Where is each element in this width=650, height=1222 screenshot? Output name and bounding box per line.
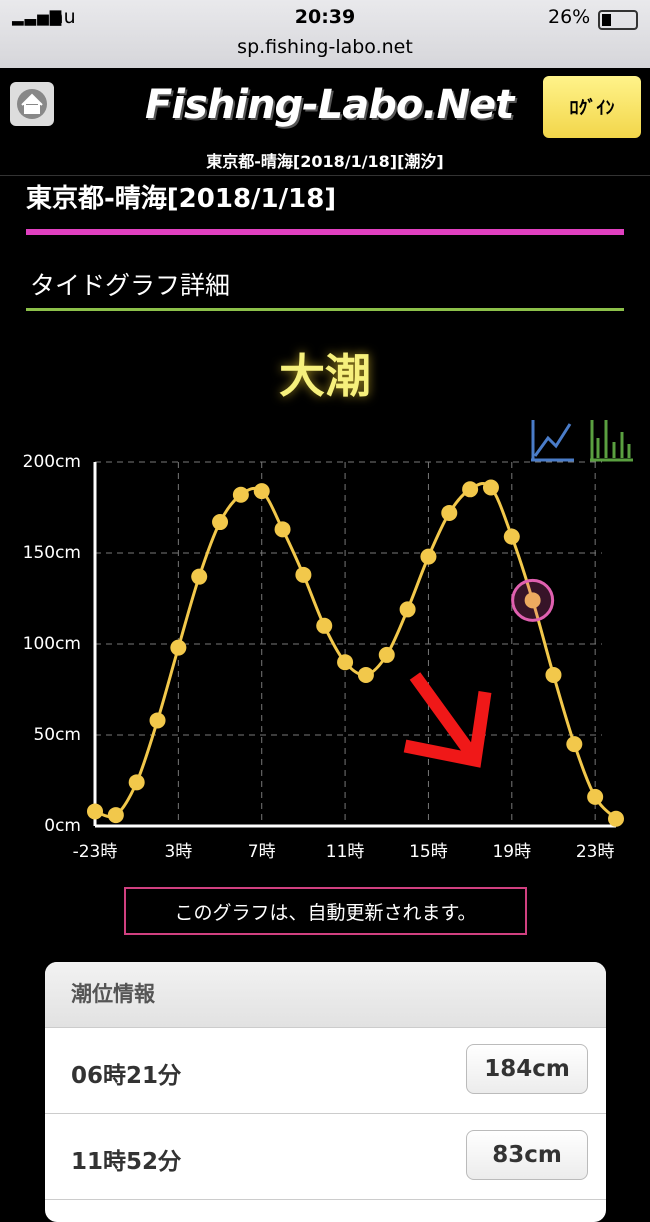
site-header: Fishing-Labo.Net ﾛｸﾞｲﾝ 東京都-晴海[2018/1/18]… xyxy=(0,68,650,176)
tide-level: 184cm xyxy=(466,1044,588,1094)
tide-point xyxy=(232,486,249,503)
tide-time: 11時52分 xyxy=(71,1149,182,1175)
tide-level: 83cm xyxy=(466,1130,588,1180)
y-tick-label: 100cm xyxy=(23,634,81,654)
y-tick-label: 0cm xyxy=(44,816,81,836)
x-tick-label: 11時 xyxy=(326,842,365,862)
x-tick-label: 3時 xyxy=(164,842,192,862)
divider xyxy=(26,229,624,235)
logo[interactable]: Fishing-Labo.Net xyxy=(145,82,514,128)
tide-time: 06時21分 xyxy=(71,1063,182,1089)
tide-point xyxy=(170,639,187,656)
tide-chart: 0cm 50cm 100cm 150cm 200cm -23時 3時 7時 11時 15時 19時 2… xyxy=(23,420,633,862)
time: 20:39 xyxy=(294,6,356,28)
login-button[interactable]: ﾛｸﾞｲﾝ xyxy=(543,76,641,138)
home-icon xyxy=(17,89,47,119)
tide-point xyxy=(378,646,395,663)
tide-point xyxy=(274,521,291,538)
x-tick-label: 19時 xyxy=(492,842,531,862)
tide-point xyxy=(441,504,458,521)
tide-point xyxy=(545,666,562,683)
carrier: au xyxy=(52,6,76,28)
tide-point xyxy=(503,528,520,545)
tide-point xyxy=(608,810,624,827)
battery-icon xyxy=(598,10,638,30)
x-tick-label: 7時 xyxy=(248,842,276,862)
tide-point xyxy=(316,617,333,634)
home-button[interactable] xyxy=(10,82,54,126)
tide-point xyxy=(87,803,103,820)
tide-point xyxy=(128,774,145,791)
battery-level: 26% xyxy=(548,6,591,28)
tide-point xyxy=(107,807,124,824)
signal: ▂▃▅▇ xyxy=(12,8,63,26)
tide-point xyxy=(357,666,374,683)
divider xyxy=(26,308,624,311)
tide-point xyxy=(462,481,479,498)
tide-point xyxy=(253,483,270,500)
tide-point xyxy=(524,592,541,609)
tide-point xyxy=(482,479,499,496)
url[interactable]: sp.fishing-labo.net xyxy=(237,36,413,58)
bar-chart-button[interactable] xyxy=(590,420,633,462)
section-title: タイドグラフ詳細 xyxy=(30,271,231,300)
tide-point xyxy=(399,601,416,618)
x-tick-label: -23時 xyxy=(73,842,118,862)
card-title: 潮位情報 xyxy=(45,962,606,1028)
tide-point xyxy=(149,712,166,729)
tide-info-card: 潮位情報 06時21分 184cm 11時52分 83cm xyxy=(45,962,606,1222)
y-tick-label: 150cm xyxy=(23,543,81,563)
tide-point xyxy=(212,514,229,531)
current-marker xyxy=(511,578,555,622)
subtitle: 東京都-晴海[2018/1/18][潮汐] xyxy=(206,152,444,171)
page-title: 東京都-晴海[2018/1/18] xyxy=(26,184,337,214)
y-tick-label: 200cm xyxy=(23,452,81,472)
auto-update-note: このグラフは、自動更新されます。 xyxy=(124,887,527,935)
y-tick-label: 50cm xyxy=(33,725,81,745)
tide-name: 大潮 xyxy=(279,349,371,403)
status-bar: ▂▃▅▇ au 20:39 26% sp.fishing-labo.net xyxy=(0,0,650,68)
x-tick-label: 23時 xyxy=(576,842,615,862)
tide-point xyxy=(295,566,312,583)
x-tick-label: 15時 xyxy=(409,842,448,862)
tide-point xyxy=(337,654,354,671)
tide-point xyxy=(587,788,604,805)
tide-row: 11時52分 83cm xyxy=(45,1114,606,1200)
annotation-arrow xyxy=(403,672,492,768)
tide-point xyxy=(420,548,437,565)
tide-point xyxy=(191,568,208,585)
tide-row: 06時21分 184cm xyxy=(45,1028,606,1114)
line-chart-button[interactable] xyxy=(531,420,574,462)
tide-point xyxy=(566,736,583,753)
